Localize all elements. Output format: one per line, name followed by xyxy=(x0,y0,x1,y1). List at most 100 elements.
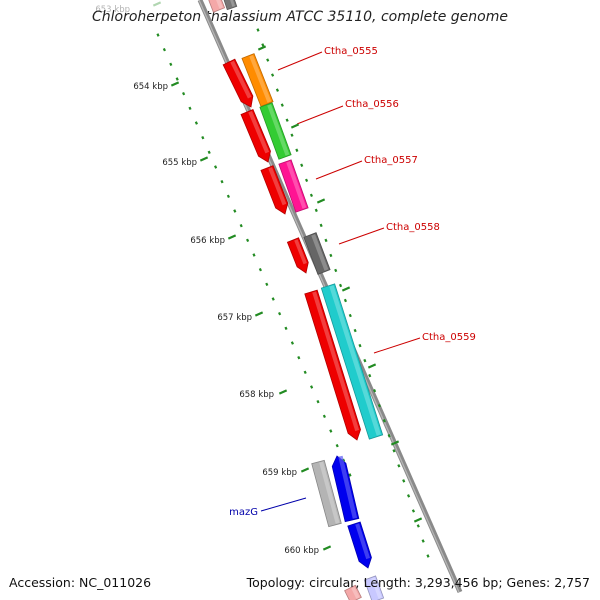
minor-tick xyxy=(343,298,347,303)
major-tick-0 xyxy=(152,1,162,7)
minor-tick xyxy=(329,253,333,258)
gene-label-ctha_0558: Ctha_0558 xyxy=(386,222,440,233)
minor-tick xyxy=(156,33,160,37)
minor-tick xyxy=(220,179,224,184)
minor-tick xyxy=(290,133,294,137)
gene-label-ctha_0556: Ctha_0556 xyxy=(345,99,399,110)
tick-label-6: 659 kbp xyxy=(262,468,297,478)
minor-tick xyxy=(246,238,250,243)
minor-tick xyxy=(201,135,205,140)
minor-tick xyxy=(363,358,367,363)
gene-label-ctha_0555: Ctha_0555 xyxy=(324,46,378,57)
cds-feature-6-shade xyxy=(268,167,287,206)
cds-feature-6 xyxy=(260,165,289,215)
minor-tick xyxy=(329,429,333,433)
minor-tick xyxy=(280,103,284,107)
right-major-tick-0 xyxy=(257,45,267,51)
minor-tick xyxy=(303,370,307,375)
minor-tick xyxy=(309,193,313,198)
minor-tick xyxy=(188,106,192,111)
leader-line-ctha_0555 xyxy=(277,51,323,71)
right-major-tick-4 xyxy=(367,363,377,369)
leader-line-ctha_0558 xyxy=(338,227,385,245)
minor-tick xyxy=(297,355,301,360)
minor-tick xyxy=(265,282,269,287)
tick-label-7: 660 kbp xyxy=(284,546,319,556)
minor-tick xyxy=(368,373,372,378)
minor-tick xyxy=(316,399,320,404)
minor-tick xyxy=(426,554,430,558)
cds-feature-4-shade xyxy=(248,110,270,154)
minor-tick xyxy=(284,326,288,331)
tick-label-2: 655 kbp xyxy=(162,158,197,168)
right-major-tick-6 xyxy=(413,517,423,523)
cds-feature-2-shade xyxy=(230,60,252,99)
minor-tick xyxy=(421,539,425,543)
tick-label-3: 656 kbp xyxy=(190,236,225,246)
minor-tick xyxy=(261,43,265,47)
minor-tick xyxy=(169,62,173,67)
minor-tick xyxy=(382,419,386,423)
minor-tick xyxy=(319,223,323,228)
cds-feature-2 xyxy=(222,58,254,108)
gene-label-mazg: mazG xyxy=(229,507,258,518)
minor-tick xyxy=(290,341,294,345)
minor-tick xyxy=(377,403,381,408)
minor-tick xyxy=(358,343,362,348)
right-major-tick-1 xyxy=(290,123,300,129)
genome-summary: Topology: circular; Length: 3,293,456 bp… xyxy=(246,575,590,590)
minor-tick xyxy=(392,449,396,453)
gene-feature-mazg-shade xyxy=(338,455,358,519)
tick-label-4: 657 kbp xyxy=(217,313,252,323)
leader-line-mazg xyxy=(260,497,307,512)
cds-feature-14-shade xyxy=(355,523,371,560)
minor-tick xyxy=(182,91,186,96)
cds-feature-4 xyxy=(240,108,271,163)
accession-label: Accession: NC_011026 xyxy=(9,575,152,590)
minor-tick xyxy=(278,311,282,316)
map-title: Chloroherpeton thalassium ATCC 35110, co… xyxy=(92,9,508,25)
cds-feature-1 xyxy=(223,0,238,11)
right-minor-ticks xyxy=(256,28,430,558)
gene-feature-ctha_0559-shade xyxy=(329,285,381,436)
tick-label-1: 654 kbp xyxy=(133,82,168,92)
minor-tick xyxy=(252,253,256,257)
cds-feature-8 xyxy=(286,237,309,274)
minor-tick xyxy=(339,283,343,288)
cds-feature-8-shade xyxy=(294,239,307,265)
gene-feature-ctha_0558-shade xyxy=(311,234,329,271)
minor-tick xyxy=(256,28,260,32)
minor-tick xyxy=(300,163,304,167)
cds-feature-12-shade xyxy=(319,461,340,524)
gene-feature-ctha_0556-shade xyxy=(267,104,290,156)
cds-feature-10-shade xyxy=(312,291,360,432)
major-tick-5 xyxy=(278,389,288,395)
minor-tick xyxy=(373,388,377,393)
cds-feature-0-shade xyxy=(216,0,223,9)
major-tick-1 xyxy=(170,81,180,87)
minor-tick xyxy=(348,313,352,318)
left-minor-ticks xyxy=(156,33,352,477)
minor-tick xyxy=(239,223,243,228)
minor-tick xyxy=(335,443,339,448)
gene-label-ctha_0559: Ctha_0559 xyxy=(422,332,476,343)
minor-tick xyxy=(310,385,314,389)
major-tick-6 xyxy=(300,467,310,473)
major-tick-2 xyxy=(199,156,209,162)
minor-tick xyxy=(271,73,275,77)
minor-tick xyxy=(416,524,420,528)
minor-tick xyxy=(407,494,411,498)
gene-label-ctha_0557: Ctha_0557 xyxy=(364,155,418,166)
minor-tick xyxy=(271,297,275,301)
gene-feature-ctha_0555-shade xyxy=(249,55,272,103)
gene-feature-ctha_0557-shade xyxy=(286,161,307,209)
leader-line-ctha_0559 xyxy=(373,337,421,354)
minor-tick xyxy=(285,118,289,122)
minor-tick xyxy=(305,178,309,183)
minor-tick xyxy=(214,165,218,169)
minor-tick xyxy=(411,509,415,513)
minor-tick xyxy=(194,121,198,125)
right-major-tick-5 xyxy=(390,440,400,446)
minor-tick xyxy=(387,434,391,438)
